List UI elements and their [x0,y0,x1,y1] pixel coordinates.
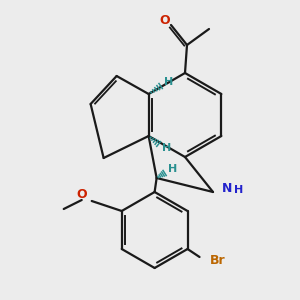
Text: N: N [222,182,232,194]
Text: H: H [164,77,173,87]
Text: Br: Br [210,254,225,268]
Text: H: H [168,164,177,174]
Text: O: O [160,14,170,26]
Text: H: H [162,143,171,153]
Text: O: O [76,188,87,202]
Text: H: H [234,185,244,195]
